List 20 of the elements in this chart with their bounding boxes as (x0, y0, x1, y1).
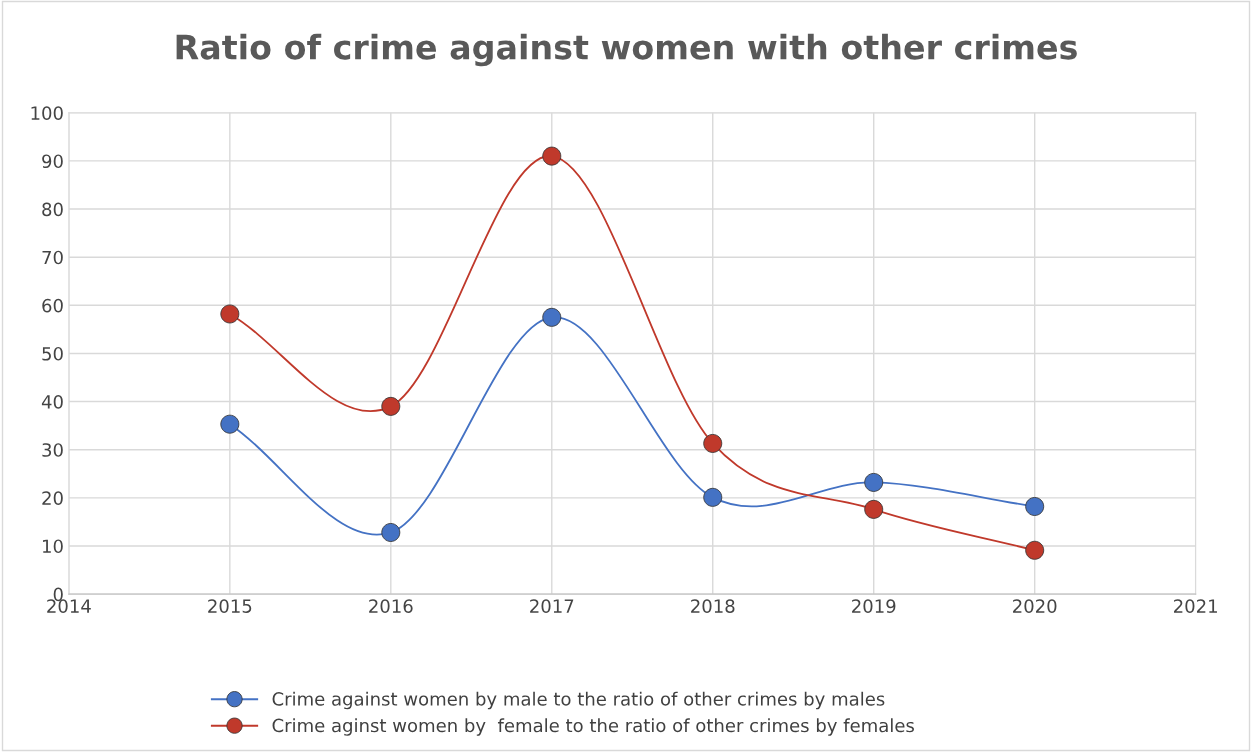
x-tick-label: 2019 (852, 599, 896, 613)
y-tick-label: 50 (42, 346, 63, 361)
y-tick-label: 100 (31, 106, 63, 120)
y-tick-label: 90 (42, 154, 63, 169)
chart-title: Ratio of crime against women with other crimes (176, 33, 1077, 67)
x-tick-label: 2017 (530, 599, 574, 613)
legend-label: Crime against women by male to the ratio of other crimes by males (272, 691, 885, 710)
legend-label: Crime aginst women by female to the ratio of other crimes by females (272, 718, 914, 736)
x-tick-label: 2020 (1013, 599, 1057, 613)
y-tick-label: 20 (42, 491, 63, 505)
y-tick-label: 80 (42, 202, 63, 217)
x-tick-label: 2016 (369, 599, 413, 613)
x-tick-label: 2021 (1174, 599, 1217, 613)
x-tick-label: 2015 (208, 599, 252, 613)
y-tick-label: 60 (42, 298, 63, 313)
y-tick-label: 70 (42, 250, 63, 265)
x-tick-label: 2018 (691, 599, 735, 613)
y-tick-label: 30 (42, 443, 63, 457)
y-tick-label: 40 (41, 395, 63, 409)
y-tick-label: 10 (43, 539, 63, 554)
